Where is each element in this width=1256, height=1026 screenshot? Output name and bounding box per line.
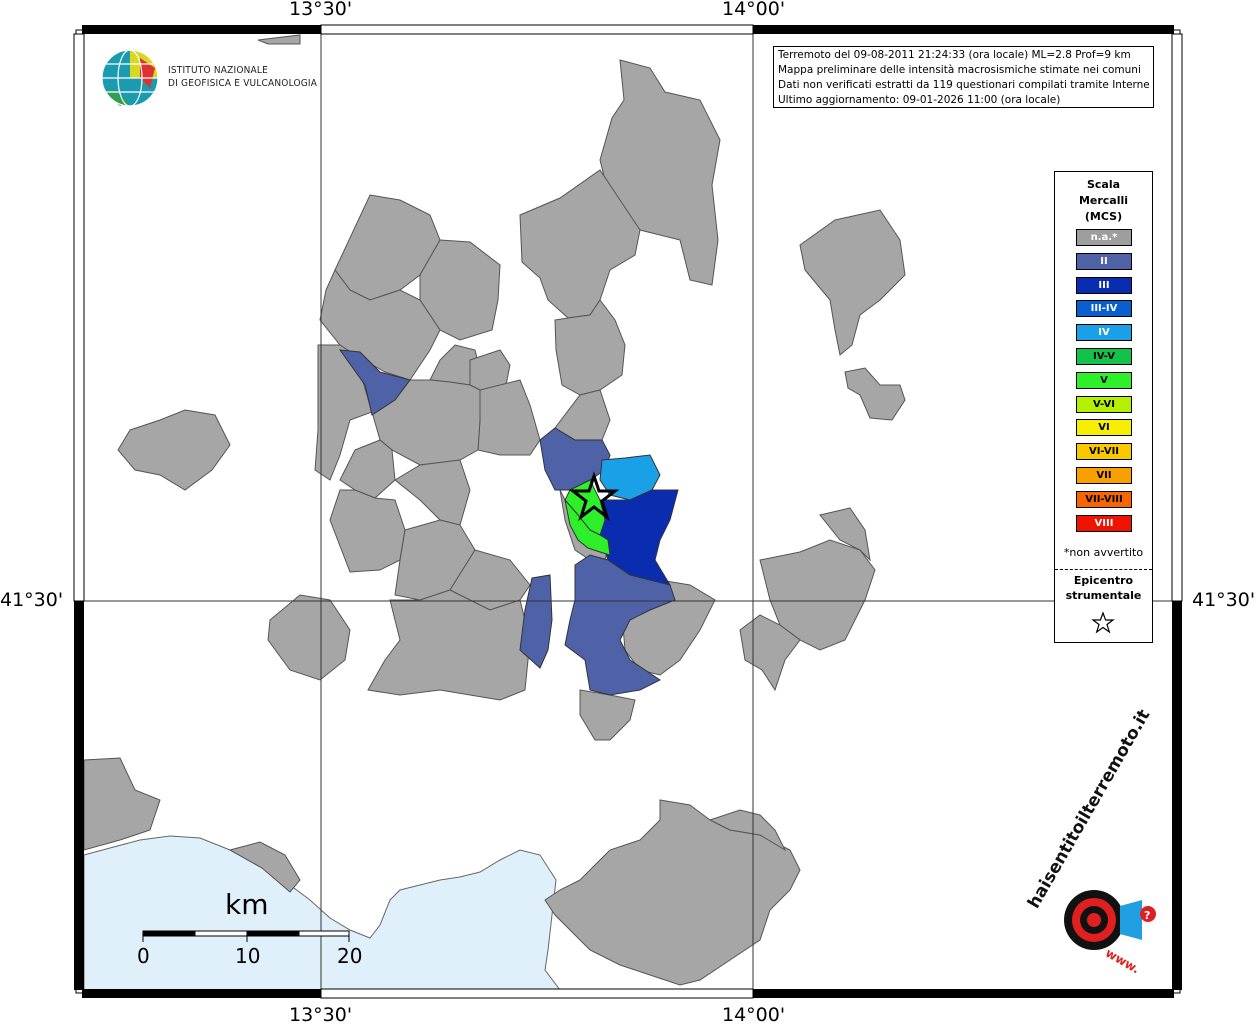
- target-icon: ?: [1064, 890, 1156, 950]
- scale-tick-10: 10: [235, 944, 261, 968]
- grid-lines: [76, 30, 1180, 993]
- coord-bottom-left: 13°30': [289, 1004, 353, 1026]
- legend-item: n.a.*: [1076, 229, 1132, 246]
- legend-title-2: Mercalli: [1078, 194, 1129, 207]
- sea-area: [83, 835, 561, 991]
- epicentre-star: [568, 471, 620, 522]
- logo-line-2: DI GEOFISICA E VULCANOLOGIA: [168, 78, 318, 89]
- legend-item: VI: [1076, 419, 1132, 437]
- legend-title-3: (MCS): [1084, 210, 1123, 223]
- svg-text:?: ?: [1144, 909, 1150, 922]
- scale-unit: km: [225, 888, 269, 921]
- info-line-4: Ultimo aggiornamento: 09-01-2026 11:00 (…: [778, 94, 1061, 106]
- globe-icon: [101, 49, 159, 107]
- legend-note: *non avvertito: [1063, 546, 1144, 559]
- info-line-3: Dati non verificati estratti da 119 ques…: [778, 79, 1149, 91]
- legend-item: IV: [1076, 324, 1132, 342]
- legend-item: VI-VII: [1076, 443, 1132, 461]
- info-line-1: Terremoto del 09-08-2011 21:24:33 (ora l…: [778, 49, 1131, 61]
- legend-item: V: [1076, 371, 1132, 389]
- municipalities-na: [83, 34, 906, 986]
- ingv-logo: ISTITUTO NAZIONALE DI GEOFISICA E VULCAN…: [100, 48, 330, 110]
- legend-item: IV-V: [1076, 348, 1132, 365]
- legend-item: V-VI: [1076, 395, 1132, 413]
- scale-tick-20: 20: [337, 944, 363, 968]
- logo-line-1: ISTITUTO NAZIONALE: [168, 65, 268, 76]
- coord-bottom-right: 14°00': [722, 1004, 786, 1026]
- legend-epicentre-1: Epicentro: [1073, 574, 1134, 587]
- coord-top-right: 14°00': [722, 0, 786, 20]
- coord-lat-left: 41°30': [0, 589, 64, 611]
- scale-bar: [142, 930, 350, 942]
- legend-item: VIII: [1076, 514, 1132, 532]
- star-icon: [1091, 611, 1115, 634]
- mcs-legend: Scala Mercalli (MCS) n.a.* II III III-IV IV I…: [1054, 171, 1153, 643]
- legend-item: II: [1076, 252, 1132, 270]
- municipalities-intensity: [338, 349, 679, 696]
- coord-lat-right: 41°30': [1192, 589, 1256, 611]
- legend-item: III: [1076, 276, 1132, 294]
- map-frame: [73, 24, 1183, 999]
- event-info-box: Terremoto del 09-08-2011 21:24:33 (ora l…: [773, 46, 1154, 108]
- info-line-2: Mappa preliminare delle intensità macros…: [778, 64, 1141, 76]
- legend-item: III-IV: [1076, 300, 1132, 318]
- legend-epicentre-2: strumentale: [1065, 589, 1142, 602]
- coord-top-left: 13°30': [289, 0, 353, 20]
- legend-item: VII: [1076, 467, 1132, 484]
- legend-item: VII-VIII: [1076, 490, 1132, 508]
- scale-tick-0: 0: [137, 944, 150, 968]
- legend-separator: [1055, 569, 1152, 570]
- hai-sentito-logo: ? haisentitoilterremoto.it www.: [1024, 706, 1162, 980]
- legend-title-1: Scala: [1086, 178, 1121, 191]
